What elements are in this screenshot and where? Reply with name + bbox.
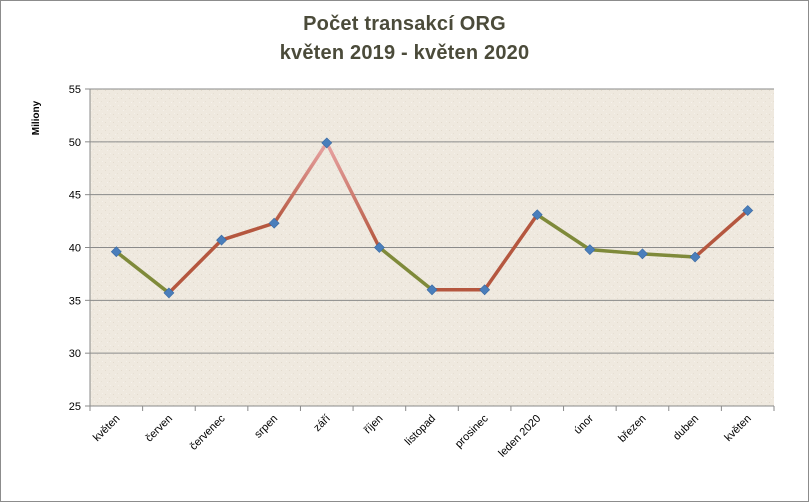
x-tick-label: leden 2020 (496, 413, 543, 460)
series-line-segment (535, 212, 592, 252)
chart-subtitle: květen 2019 - květen 2020 (279, 42, 530, 64)
x-tick-label: září (311, 413, 332, 434)
data-point-marker (110, 246, 122, 258)
data-point-marker (584, 244, 596, 256)
data-point-marker (479, 284, 491, 296)
y-tick-label: 50 (69, 137, 81, 149)
series-line-segment (588, 247, 645, 256)
x-tick-label: únor (572, 412, 596, 436)
y-tick-label: 40 (69, 243, 81, 255)
y-axis-label: Miliony (31, 100, 42, 135)
chart-title: Počet transakcí ORG (303, 13, 506, 35)
x-tick-label: květen (722, 413, 753, 444)
data-point-marker (531, 209, 543, 221)
data-point-marker (268, 217, 280, 229)
data-point-marker (689, 251, 701, 263)
series-line-segment (693, 208, 750, 259)
data-point-marker (637, 248, 648, 260)
data-point-marker (426, 284, 438, 296)
series-line-segment (167, 238, 224, 295)
x-tick-label: duben (671, 413, 701, 443)
x-tick-label: červen (143, 413, 175, 445)
x-tick-label: srpen (252, 413, 280, 441)
data-point-marker (163, 287, 175, 299)
data-point-marker (742, 205, 754, 216)
x-tick-label: prosinec (453, 412, 491, 450)
data-point-marker (321, 137, 333, 149)
series-line-segment (482, 212, 539, 292)
series-line-segment (377, 245, 434, 292)
x-tick-label: březen (616, 413, 648, 445)
y-tick-label: 45 (69, 190, 81, 202)
y-tick-label: 35 (69, 295, 81, 307)
data-point-marker (216, 234, 227, 246)
series-line-segment (640, 252, 697, 259)
x-tick-label: listopad (403, 413, 438, 448)
series-line-segment (325, 141, 382, 250)
y-tick-label: 30 (69, 348, 81, 360)
series-line-segment (272, 141, 329, 225)
data-point-marker (373, 242, 385, 253)
x-tick-label: říjen (362, 413, 386, 437)
series-line-segment (219, 221, 276, 242)
x-tick-label: červenec (188, 412, 228, 452)
x-tick-label: květen (91, 413, 122, 444)
y-tick-label: 25 (69, 401, 81, 413)
y-tick-label: 55 (69, 84, 81, 96)
series-line-segment (114, 249, 171, 295)
